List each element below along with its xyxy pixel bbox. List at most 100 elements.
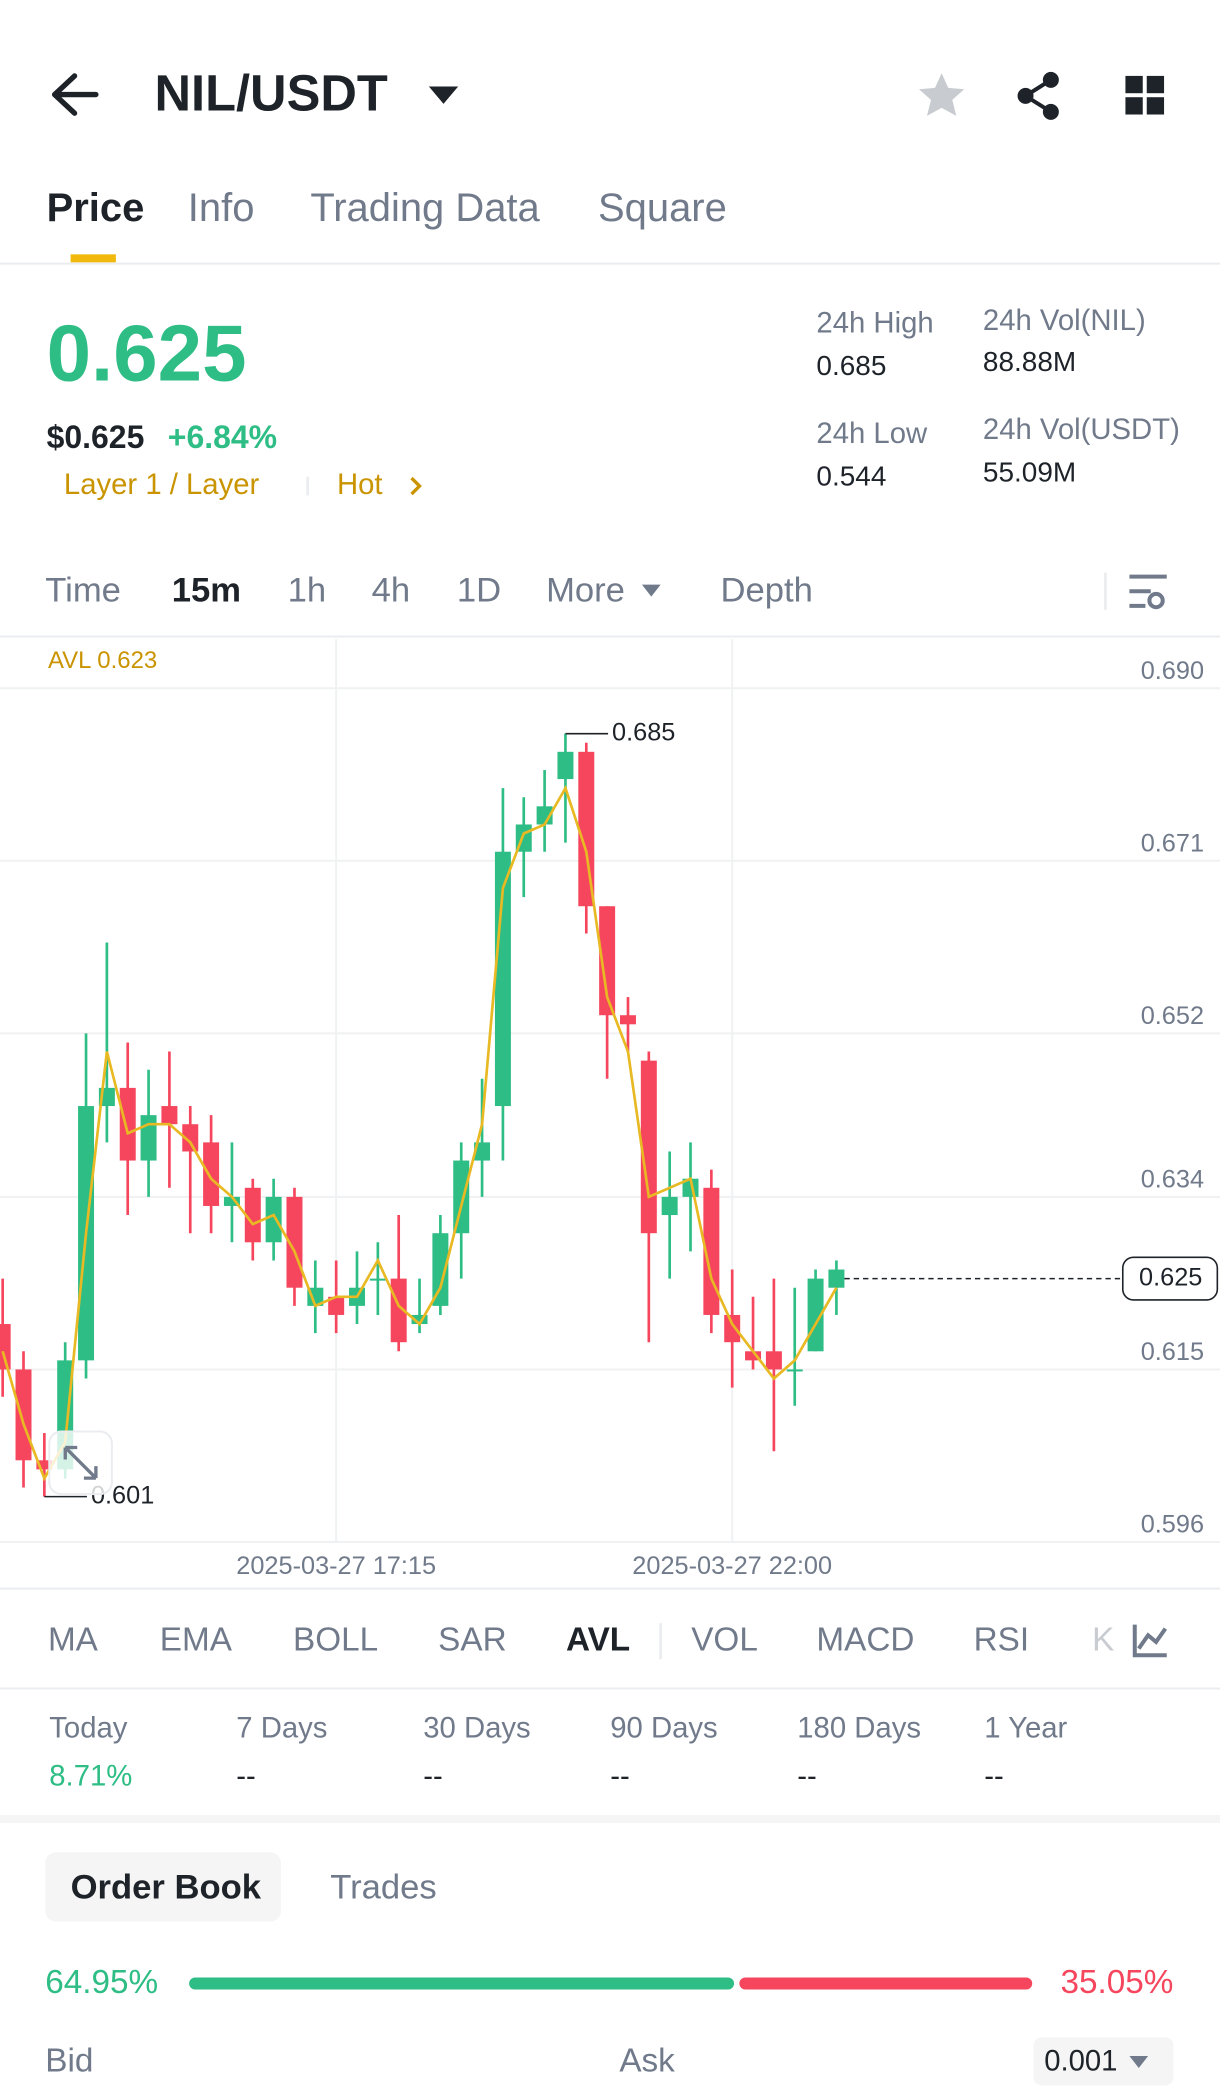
candle-body	[828, 1269, 845, 1288]
bid-ratio: 64.95%	[45, 1964, 158, 2001]
last-price-label: 0.625	[1139, 1263, 1202, 1291]
candle-body	[161, 1106, 178, 1125]
performance-label: 7 Days	[236, 1712, 327, 1745]
indicator-settings[interactable]	[1132, 1624, 1168, 1658]
active-tab-bg	[45, 1852, 282, 1922]
stat-value: 88.88M	[983, 346, 1076, 377]
usd-price: $0.625	[47, 419, 145, 455]
candle-body	[765, 1351, 782, 1370]
performance-value: --	[610, 1759, 630, 1792]
candle-body	[182, 1124, 199, 1152]
section-divider	[0, 1815, 1220, 1824]
high-marker-label: 0.685	[612, 718, 675, 746]
y-tick-label: 0.652	[1141, 1002, 1204, 1030]
stat-label: 24h Vol(USDT)	[983, 413, 1180, 446]
tab[interactable]: Price	[47, 186, 145, 230]
fullscreen-icon	[63, 1445, 98, 1480]
settings-gear	[1147, 591, 1165, 610]
candle-body	[494, 851, 511, 1107]
stat-value: 55.09M	[983, 456, 1076, 487]
indicator-tab[interactable]: K	[1092, 1622, 1114, 1659]
pair-dropdown[interactable]	[428, 86, 459, 104]
performance-label: 90 Days	[610, 1712, 717, 1745]
order-book-tab[interactable]: Order Book	[71, 1869, 262, 1907]
y-tick-label: 0.596	[1141, 1511, 1204, 1539]
interval[interactable]: 1h	[288, 572, 327, 610]
chart-settings[interactable]	[1129, 574, 1167, 610]
order-book-tab[interactable]: Trades	[330, 1869, 436, 1907]
price-change: +6.84%	[168, 419, 277, 455]
interval[interactable]: Time	[45, 572, 121, 610]
tab[interactable]: Info	[188, 186, 255, 230]
performance-value: --	[236, 1759, 256, 1792]
performance-value: --	[984, 1759, 1004, 1792]
precision-select[interactable]	[1033, 2037, 1174, 2086]
y-tick-label: 0.690	[1141, 657, 1204, 685]
performance-label: 30 Days	[423, 1712, 530, 1745]
candle-body	[578, 751, 595, 907]
avl-line	[1, 784, 838, 1482]
candle-body	[265, 1196, 282, 1243]
y-tick-label: 0.671	[1141, 830, 1204, 858]
candle-body	[661, 1196, 678, 1216]
more-dropdown[interactable]	[641, 584, 661, 597]
tab[interactable]: Trading Data	[310, 186, 540, 230]
candle-body	[119, 1087, 136, 1161]
indicator-tab[interactable]: RSI	[974, 1622, 1029, 1659]
interval[interactable]: 15m	[172, 572, 241, 610]
candle-body	[15, 1369, 32, 1461]
indicator-tab[interactable]: AVL	[566, 1622, 630, 1659]
performance-value: --	[797, 1759, 817, 1792]
stat-value: 0.685	[816, 350, 886, 381]
category-tag[interactable]: Layer 1 / Layer	[64, 468, 260, 501]
last-price: 0.625	[47, 309, 247, 398]
last-price-box	[1121, 1256, 1219, 1301]
candle-body	[474, 1142, 491, 1161]
indicator-tab[interactable]: SAR	[438, 1622, 506, 1659]
indicator-tab[interactable]: BOLL	[293, 1622, 378, 1659]
performance-label: 180 Days	[797, 1712, 921, 1745]
candle-body	[599, 906, 616, 1016]
performance-label: Today	[49, 1712, 128, 1745]
candle-body	[369, 1278, 386, 1281]
pair-title[interactable]: NIL/USDT	[154, 65, 387, 122]
candle-body	[203, 1142, 220, 1206]
candle-body	[557, 751, 574, 780]
interval[interactable]: 1D	[457, 572, 501, 610]
tab[interactable]: Square	[598, 186, 727, 230]
precision-value[interactable]: 0.001	[1044, 2044, 1117, 2077]
candle-body	[328, 1296, 345, 1315]
precision-dropdown	[1129, 2056, 1149, 2069]
interval[interactable]: More	[546, 572, 625, 610]
indicator-tab[interactable]: VOL	[691, 1622, 758, 1659]
candle-body	[640, 1060, 657, 1234]
interval[interactable]: Depth	[721, 572, 813, 610]
favorite-star[interactable]	[918, 73, 965, 116]
stat-label: 24h Low	[816, 417, 928, 450]
interval[interactable]: 4h	[372, 572, 411, 610]
grid-cell	[1146, 97, 1165, 115]
indicator-tab[interactable]: EMA	[160, 1622, 233, 1659]
order-book-column: Ask	[619, 2042, 675, 2079]
candle-body	[432, 1233, 449, 1306]
candle-body	[745, 1351, 762, 1361]
stat-value: 0.544	[816, 460, 886, 491]
share-lines	[1021, 78, 1052, 114]
candle-body	[411, 1314, 428, 1325]
performance-label: 1 Year	[984, 1712, 1067, 1745]
candle-body	[786, 1369, 803, 1372]
hot-tag[interactable]: Hot	[337, 468, 383, 501]
grid-cell	[1125, 75, 1143, 94]
candle-body	[453, 1160, 470, 1234]
hot-chevron	[410, 476, 422, 496]
indicator-tab[interactable]: MA	[48, 1622, 99, 1659]
indicator-tab[interactable]: MACD	[816, 1622, 914, 1659]
order-book-column: Bid	[45, 2042, 93, 2079]
y-tick-label: 0.634	[1141, 1166, 1204, 1194]
share-button[interactable]	[1017, 71, 1059, 120]
grid-menu[interactable]	[1125, 75, 1165, 115]
back-button[interactable]	[51, 73, 99, 116]
stat-label: 24h Vol(NIL)	[983, 304, 1146, 337]
